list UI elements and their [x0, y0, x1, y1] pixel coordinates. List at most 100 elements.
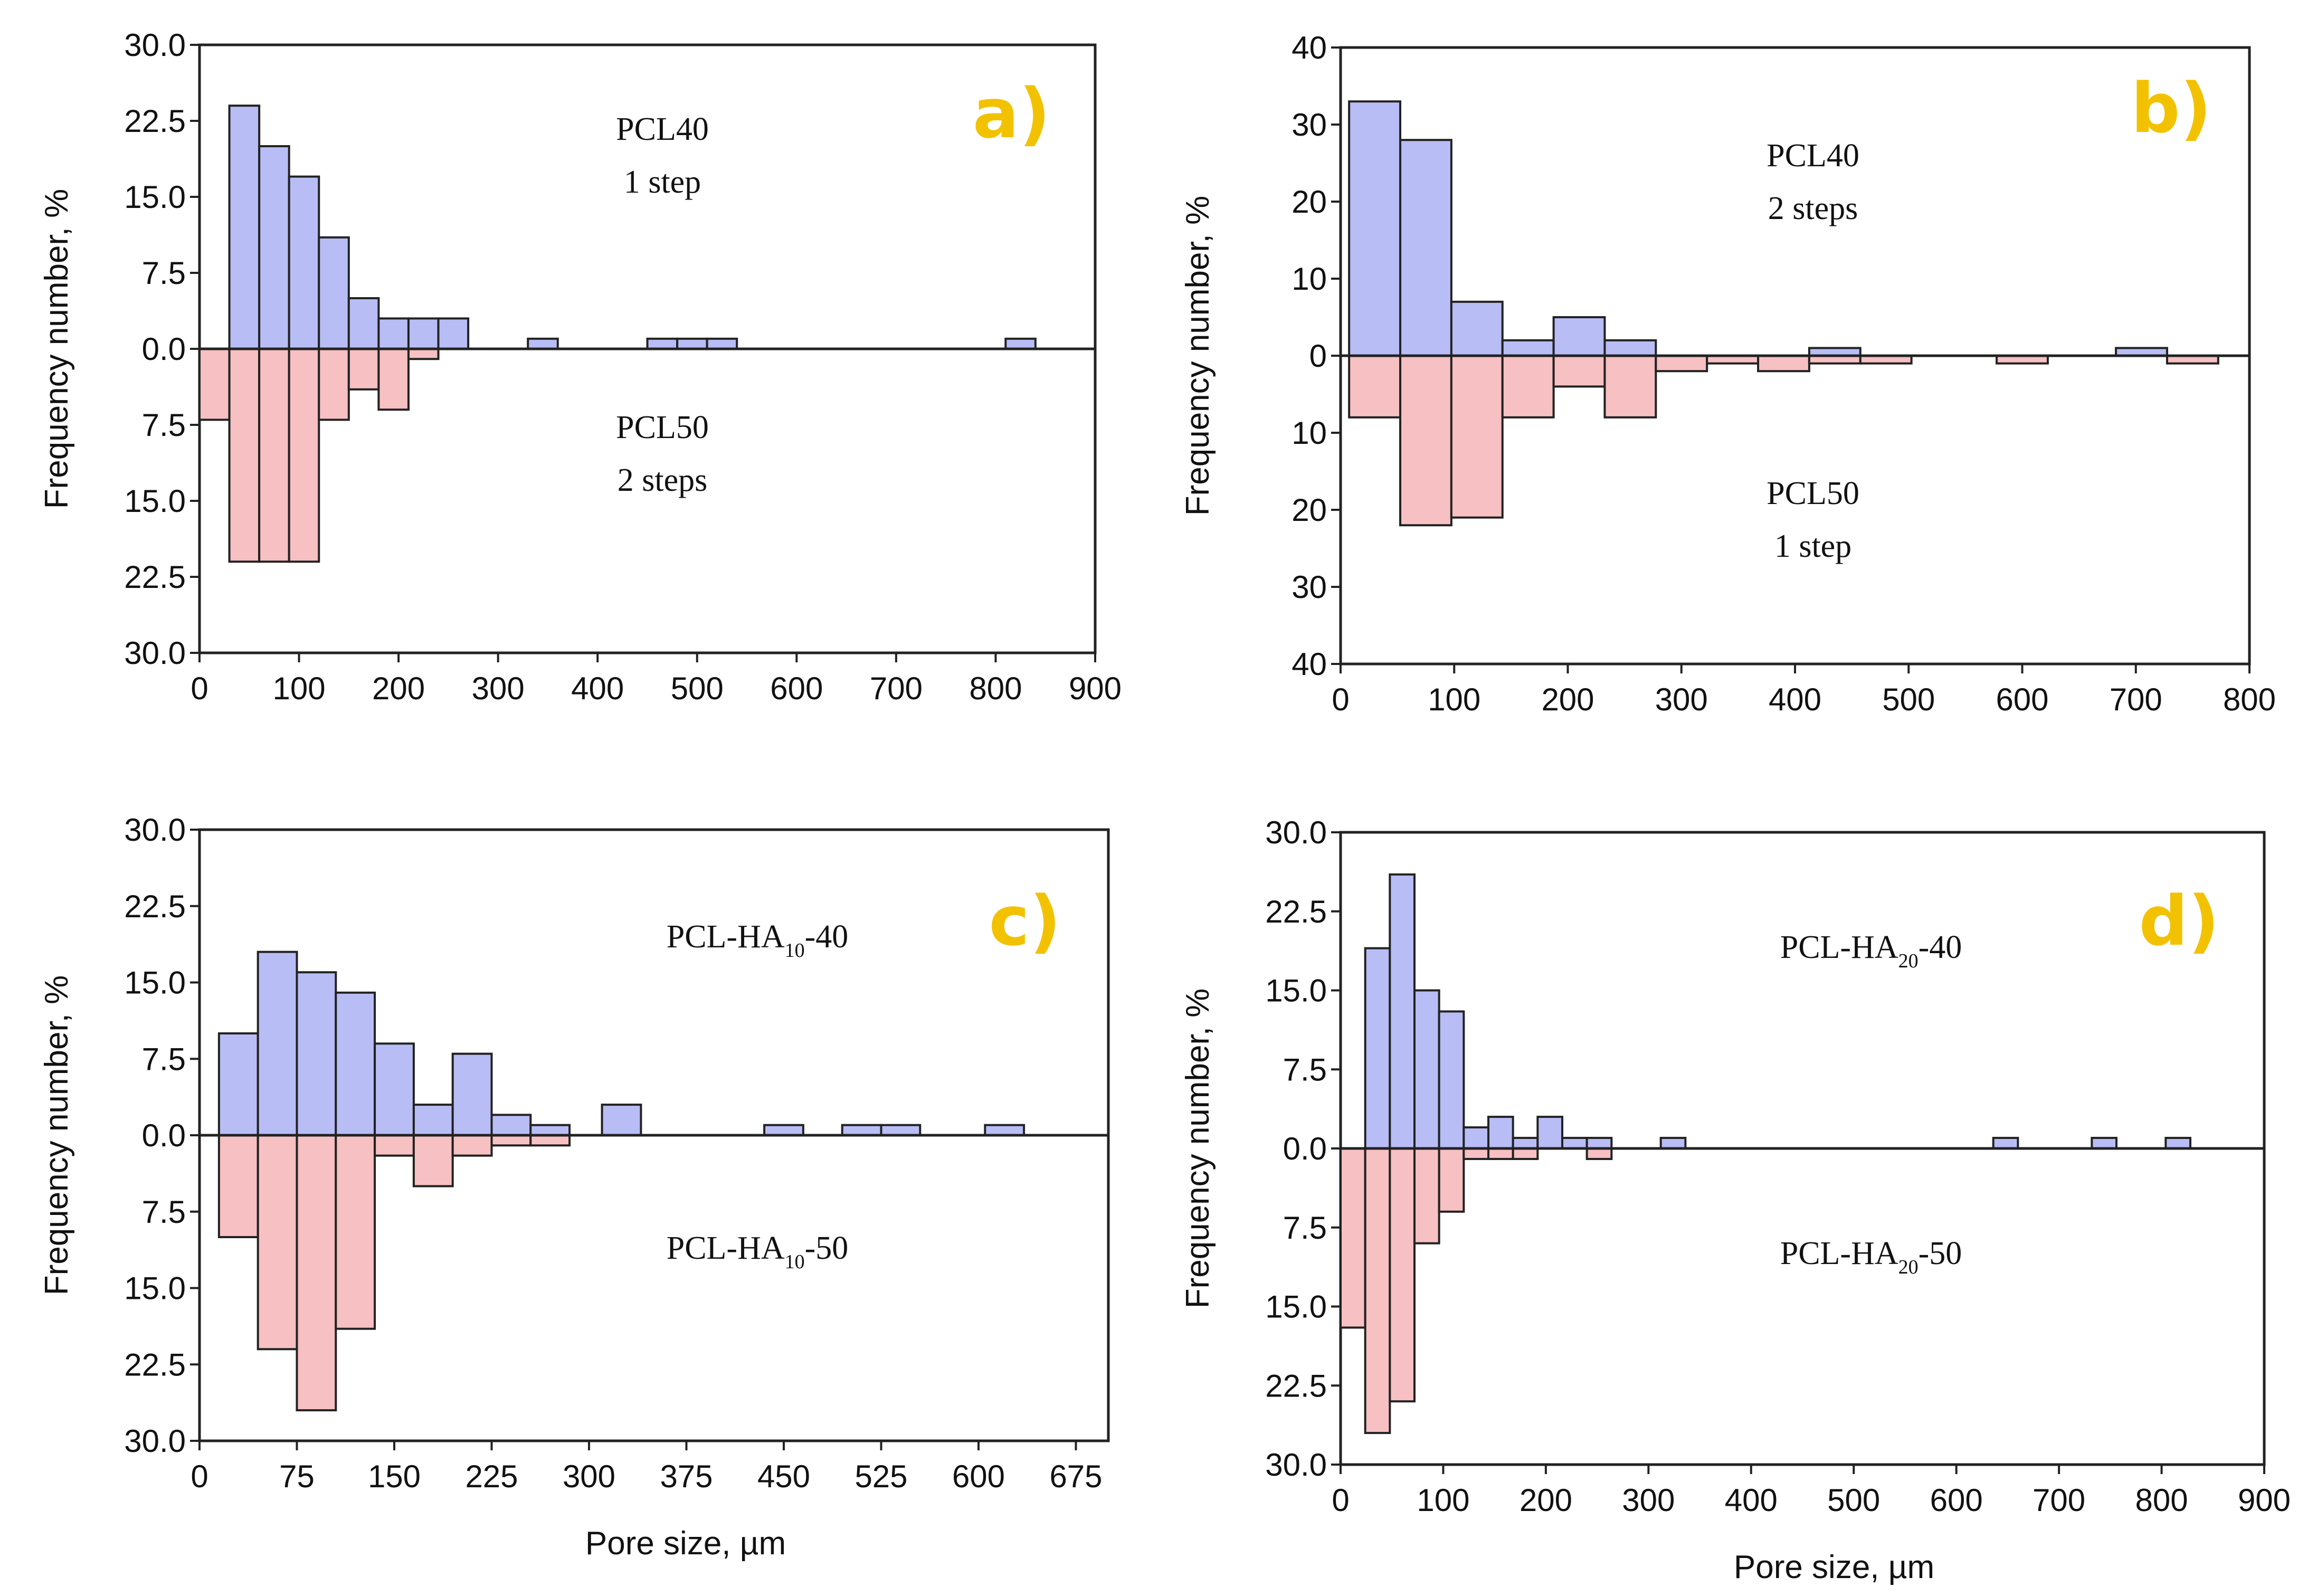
y-tick-label: 30.0: [124, 812, 186, 848]
y-tick-label: 15.0: [124, 965, 186, 1001]
chart-panel-d: 30.022.515.07.50.07.515.022.530.00 100 200…: [1180, 815, 2291, 1585]
bar-upper-105: [288, 175, 320, 350]
x-tick-label: 300: [1622, 1483, 1675, 1518]
bar-upper-648: [1992, 1137, 2019, 1150]
x-tick-label: 700: [2033, 1483, 2085, 1518]
y-tick-label: 22.5: [124, 103, 186, 139]
y-tick-label: 15.0: [1265, 1289, 1327, 1325]
upper-series-label-subscript: 20: [1898, 950, 1919, 972]
bar-upper-150: [374, 1042, 415, 1137]
bar-lower-180: [412, 1134, 454, 1188]
upper-series-label-line: 1 step: [624, 164, 701, 200]
y-tick-label: 22.5: [1265, 894, 1327, 929]
bar-lower-120: [1450, 355, 1504, 519]
bar-lower-225: [407, 348, 440, 360]
bar-upper-252: [1585, 1137, 1613, 1150]
bar-upper-225: [407, 317, 440, 350]
bar-lower-75: [258, 348, 290, 563]
x-tick-label: 200: [1541, 682, 1594, 717]
upper-series-label: PCL40 1 step: [616, 111, 709, 200]
x-tick-label: 400: [1725, 1483, 1778, 1518]
y-tick-label: 20: [1292, 492, 1327, 528]
bar-lower-84: [1413, 1147, 1440, 1244]
bar-upper-180: [412, 1104, 454, 1137]
upper-series-label-prefix: PCL-HA: [667, 919, 785, 955]
y-tick-label: 7.5: [142, 255, 186, 291]
bar-lower-156: [1487, 1147, 1514, 1160]
x-tick-label: 0: [1332, 1483, 1349, 1518]
y-tick-label: 22.5: [124, 559, 186, 595]
x-tick-label: 0: [1332, 682, 1349, 717]
bar-upper-45: [228, 104, 261, 350]
x-tick-label: 200: [1520, 1483, 1572, 1518]
x-tick-label: 900: [1069, 671, 1122, 706]
bar-lower-75: [1399, 355, 1452, 527]
bar-lower-390: [1757, 355, 1810, 373]
bar-upper-120: [1450, 300, 1504, 357]
bar-upper-60: [1389, 873, 1416, 1150]
y-tick-label: 30.0: [124, 635, 186, 671]
bar-upper-228: [1561, 1137, 1588, 1150]
lower-series-label: PCL50 1 step: [1767, 476, 1859, 564]
bar-upper-210: [1552, 316, 1606, 357]
x-tick-label: 525: [854, 1459, 907, 1494]
bar-lower-150: [374, 1134, 415, 1157]
lower-series-label-subscript: 10: [785, 1251, 805, 1273]
y-tick-label: 7.5: [142, 407, 186, 443]
y-tick-label: 0.0: [1283, 1131, 1327, 1166]
x-tick-label: 0: [191, 671, 208, 706]
panel-letter: c): [989, 881, 1061, 961]
y-axis-label: Frequency number, %: [1180, 196, 1216, 516]
x-tick-label: 450: [757, 1459, 810, 1494]
y-tick-label: 22.5: [1265, 1368, 1327, 1403]
bar-upper-180: [1512, 1137, 1539, 1150]
y-tick-label: 40: [1292, 30, 1327, 65]
bar-upper-75: [1399, 139, 1452, 357]
bar-lower-105: [288, 348, 320, 563]
x-tick-label: 600: [1996, 682, 2048, 717]
panel-letter: b): [2131, 68, 2211, 148]
bar-upper-325: [601, 1104, 642, 1137]
bar-lower-210: [1552, 355, 1606, 388]
x-axis-label: Pore size, µm: [585, 1525, 786, 1562]
bar-upper-132: [1463, 1126, 1489, 1150]
y-tick-label: 7.5: [1283, 1052, 1327, 1087]
bar-upper-345: [527, 337, 559, 350]
upper-series-label-subscript: 10: [785, 939, 805, 962]
bar-lower-210: [451, 1134, 493, 1157]
bar-upper-108: [1438, 1010, 1465, 1150]
y-tick-label: 0.0: [142, 1118, 186, 1153]
bar-lower-165: [347, 348, 380, 391]
bar-upper-324: [1659, 1137, 1687, 1150]
lower-series-label-suffix: -50: [805, 1230, 849, 1266]
x-axis-label: Pore size, µm: [1734, 1549, 1934, 1585]
y-tick-label: 10: [1292, 261, 1327, 297]
upper-series-label-line: PCL40: [1767, 138, 1859, 174]
bar-upper-525: [706, 337, 738, 350]
x-tick-label: 300: [563, 1459, 615, 1494]
x-tick-label: 900: [2238, 1483, 2291, 1518]
x-tick-label: 700: [2110, 682, 2162, 717]
x-tick-label: 150: [368, 1459, 421, 1494]
y-tick-label: 40: [1292, 647, 1327, 682]
bar-lower-120: [335, 1134, 376, 1330]
bar-lower-255: [1603, 355, 1657, 419]
panel-letter: d): [2139, 881, 2219, 961]
bar-lower-300: [1655, 355, 1708, 373]
lower-series-label-prefix: PCL-HA: [667, 1230, 785, 1266]
x-tick-label: 500: [1882, 682, 1935, 717]
bar-lower-30: [1348, 355, 1402, 419]
bar-upper-510: [841, 1124, 882, 1136]
x-tick-label: 300: [472, 671, 525, 706]
x-tick-label: 800: [2223, 682, 2276, 717]
y-tick-label: 15.0: [124, 483, 186, 519]
bar-upper-255: [1603, 339, 1657, 357]
y-tick-label: 22.5: [124, 1347, 186, 1382]
x-tick-label: 200: [372, 671, 425, 706]
upper-series-label: PCL-HA20-40: [1780, 929, 1962, 972]
y-tick-label: 30.0: [1265, 1447, 1327, 1483]
bar-lower-240: [490, 1134, 532, 1147]
lower-series-label: PCL50 2 steps: [616, 410, 709, 498]
bar-lower-135: [318, 348, 350, 421]
bar-upper-120: [335, 991, 376, 1137]
